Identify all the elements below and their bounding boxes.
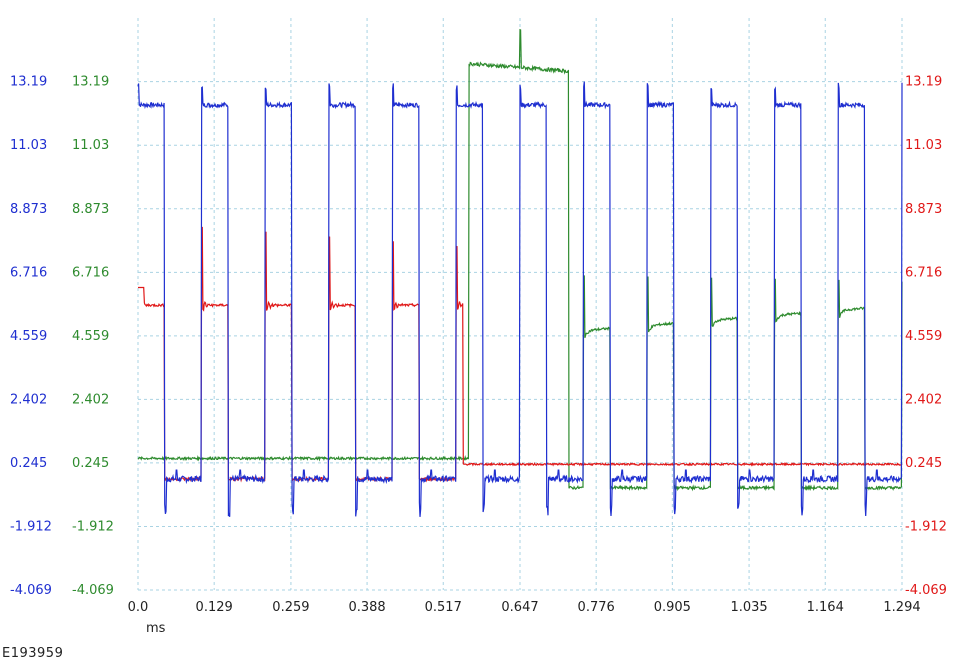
x-tick-label: 0.0	[128, 600, 149, 615]
y-tick-label-left-inner: 6.716	[72, 265, 109, 280]
y-tick-label-left-outer: -1.912	[10, 519, 52, 534]
x-tick-label: 0.388	[348, 600, 385, 615]
y-tick-label-right: 13.19	[905, 75, 942, 90]
x-tick-label: 1.294	[883, 600, 920, 615]
x-tick-label: 0.517	[425, 600, 462, 615]
y-tick-label-left-inner: 0.245	[72, 456, 109, 471]
y-tick-label-left-inner: 2.402	[72, 392, 109, 407]
y-tick-label-right: 0.245	[905, 456, 942, 471]
x-tick-label: 0.776	[578, 600, 615, 615]
y-tick-label-left-outer: 4.559	[10, 329, 47, 344]
x-tick-label: 0.129	[196, 600, 233, 615]
y-tick-label-left-inner: 13.19	[72, 75, 109, 90]
y-tick-label-left-inner: 4.559	[72, 329, 109, 344]
y-tick-label-right: 6.716	[905, 265, 942, 280]
y-tick-label-right: 8.873	[905, 202, 942, 217]
y-tick-label-left-outer: 0.245	[10, 456, 47, 471]
x-tick-label: 1.035	[730, 600, 767, 615]
y-tick-label-left-inner: 11.03	[72, 138, 109, 153]
y-tick-label-left-outer: 6.716	[10, 265, 47, 280]
y-tick-label-right: -4.069	[905, 583, 947, 598]
y-tick-label-right: -1.912	[905, 519, 947, 534]
y-tick-label-left-outer: -4.069	[10, 583, 52, 598]
y-tick-label-left-outer: 11.03	[10, 138, 47, 153]
y-tick-label-left-outer: 8.873	[10, 202, 47, 217]
y-tick-label-left-outer: 13.19	[10, 75, 47, 90]
figure-id-label: E193959	[2, 646, 64, 661]
series-line-blue	[137, 81, 903, 517]
trace-layer	[137, 28, 903, 517]
y-tick-label-left-inner: -4.069	[72, 583, 114, 598]
x-tick-label: 0.905	[654, 600, 691, 615]
axis-labels: 13.19 13.19 13.19 11.03 11.03 11.03 8.873 8.873…	[10, 75, 947, 636]
y-tick-label-right: 4.559	[905, 329, 942, 344]
x-tick-label: 0.259	[272, 600, 309, 615]
x-tick-label: 0.647	[501, 600, 538, 615]
y-tick-label-left-inner: -1.912	[72, 519, 114, 534]
y-tick-label-left-inner: 8.873	[72, 202, 109, 217]
x-axis-label: ms	[146, 621, 166, 636]
y-tick-label-left-outer: 2.402	[10, 392, 47, 407]
x-tick-label: 1.164	[807, 600, 844, 615]
y-tick-label-right: 11.03	[905, 138, 942, 153]
y-tick-label-right: 2.402	[905, 392, 942, 407]
